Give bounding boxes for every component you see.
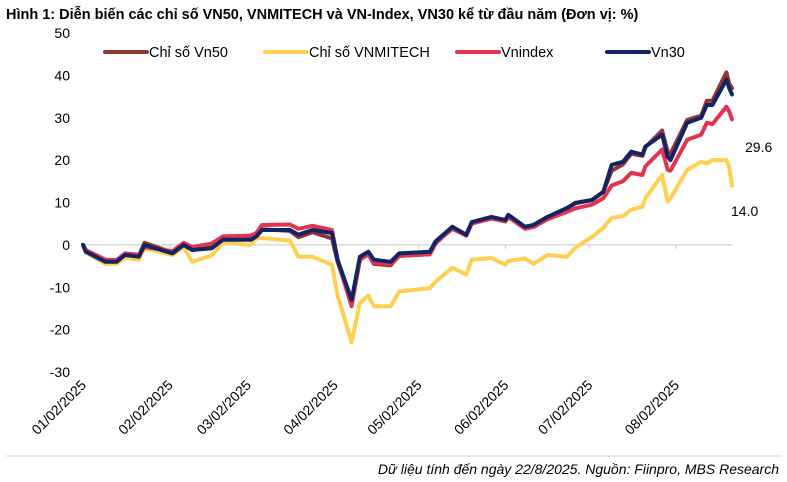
end-value-label: 29.6 xyxy=(745,139,772,155)
legend: Chỉ số Vn50 Chỉ số VNMITECH Vnindex Vn30 xyxy=(103,45,685,61)
end-labels: 14.0 29.6 xyxy=(731,139,772,219)
legend-item: Chỉ số Vn50 xyxy=(103,45,228,61)
series-line-chỉ-số-vn50 xyxy=(81,70,734,307)
y-tick-label: -10 xyxy=(50,279,70,295)
y-tick-label: -30 xyxy=(50,364,70,380)
y-tick-label: 50 xyxy=(54,25,70,41)
legend-label: Chỉ số Vn50 xyxy=(149,45,228,61)
x-tick-label: 08/02/2025 xyxy=(621,377,682,438)
source-note: Dữ liệu tính đến ngày 22/8/2025. Nguồn: … xyxy=(378,461,779,477)
y-tick-label: 0 xyxy=(62,237,70,253)
legend-label: Vnindex xyxy=(501,45,554,61)
x-tick-label: 07/02/2025 xyxy=(535,377,596,438)
x-tick-label: 02/02/2025 xyxy=(115,377,176,438)
x-tick-label: 04/02/2025 xyxy=(280,377,341,438)
x-axis: 01/02/2025 02/02/2025 03/02/2025 04/02/2025… xyxy=(28,244,732,438)
series-line-vnindex xyxy=(81,104,734,309)
x-tick-label: 05/02/2025 xyxy=(364,377,425,438)
series-line-vn30 xyxy=(81,77,734,302)
y-tick-label: 10 xyxy=(54,195,70,211)
y-tick-label: 30 xyxy=(54,110,70,126)
x-tick-label: 01/02/2025 xyxy=(28,377,89,438)
legend-item: Vn30 xyxy=(605,45,685,61)
x-tick-label: 06/02/2025 xyxy=(451,377,512,438)
y-tick-label: 40 xyxy=(54,67,70,83)
chart-title: Hình 1: Diễn biến các chỉ số VN50, VNMIT… xyxy=(6,6,639,23)
y-axis: 50 40 30 20 10 0 -10 -20 -30 xyxy=(50,25,70,380)
x-tick-label: 03/02/2025 xyxy=(193,377,254,438)
end-value-label: 14.0 xyxy=(731,203,758,219)
series-lines xyxy=(81,70,734,345)
y-tick-label: 20 xyxy=(54,152,70,168)
y-tick-label: -20 xyxy=(50,322,70,338)
legend-label: Chỉ số VNMITECH xyxy=(309,45,430,61)
legend-item: Chỉ số VNMITECH xyxy=(263,45,430,61)
legend-item: Vnindex xyxy=(455,45,554,61)
legend-label: Vn30 xyxy=(651,45,685,61)
series-line-chỉ-số-vnmitech xyxy=(81,158,734,345)
